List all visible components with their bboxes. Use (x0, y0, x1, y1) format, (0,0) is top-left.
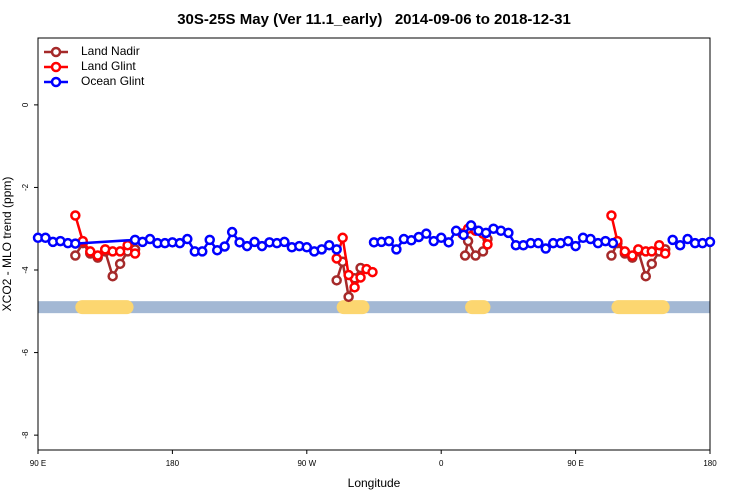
chart-title: 30S-25S May (Ver 11.1_early) 2014-09-06 … (177, 11, 571, 28)
series-point (129, 248, 141, 259)
series-point (383, 235, 395, 247)
legend-marker (50, 76, 62, 88)
series-point (450, 225, 462, 237)
series-point (331, 244, 342, 255)
series-point (197, 246, 208, 257)
series-point (533, 237, 544, 249)
series-point (646, 246, 658, 257)
series-point (477, 246, 489, 257)
series-point (682, 233, 693, 245)
series-point (204, 234, 215, 246)
y-axis-label: XCO2 - MLO trend (ppm) (0, 177, 14, 312)
y-tick-label: -2 (21, 183, 30, 191)
series-point (92, 250, 103, 261)
legend-label: Ocean Glint (81, 74, 145, 88)
series-point (367, 266, 378, 278)
series-point (323, 239, 335, 251)
series-point (122, 239, 133, 251)
land-band (75, 300, 134, 315)
series-point (421, 228, 432, 239)
y-tick-label: -6 (21, 348, 30, 356)
x-axis-label: Longitude (348, 476, 401, 490)
ocean-band (38, 301, 710, 314)
series-point (349, 282, 360, 293)
series-point (391, 244, 402, 255)
series-point (241, 240, 253, 252)
series-point (646, 258, 658, 270)
series-point (465, 220, 477, 231)
series-point (249, 236, 260, 248)
series-point (480, 227, 492, 239)
y-tick-label: -8 (21, 431, 30, 439)
y-tick-label: -4 (21, 266, 30, 274)
series-point (107, 270, 118, 282)
series-point (470, 250, 481, 261)
series-point (458, 229, 469, 241)
legend-label: Land Nadir (81, 44, 140, 58)
series-point (40, 232, 51, 244)
series-point (570, 240, 581, 252)
series-point (562, 235, 574, 247)
x-tick-label: 0 (439, 459, 444, 468)
series-point (443, 237, 454, 248)
series-point (144, 233, 156, 245)
series-point (540, 243, 551, 254)
series-point (343, 291, 354, 303)
series-point (279, 236, 290, 248)
series-point (174, 237, 186, 249)
series-point (659, 248, 671, 259)
series-point (459, 250, 471, 261)
series-point (355, 272, 366, 283)
series-point (606, 250, 617, 261)
series-point (585, 233, 596, 245)
series-point (640, 270, 652, 282)
series-point (114, 246, 126, 257)
series-point (482, 239, 493, 250)
series-point (337, 232, 348, 244)
series-point (182, 233, 193, 245)
x-tick-label: 90 E (30, 459, 46, 468)
legend-label: Land Glint (81, 59, 136, 73)
series-point (85, 246, 96, 257)
series-point (674, 239, 686, 251)
x-tick-label: 90 W (297, 459, 316, 468)
series-point (343, 269, 354, 281)
series-point (70, 250, 81, 261)
series-point (653, 239, 665, 251)
x-tick-label: 90 E (567, 459, 583, 468)
series-point (503, 227, 514, 239)
series-point (331, 253, 342, 264)
series-point (331, 275, 342, 286)
land-band (336, 300, 370, 315)
legend-marker (50, 61, 62, 73)
series-point (70, 210, 81, 221)
series-point (607, 237, 619, 249)
x-tick-label: 180 (166, 459, 180, 468)
legend-marker (50, 46, 62, 58)
series-point (226, 226, 238, 238)
land-band (611, 300, 670, 315)
series-point (606, 210, 617, 221)
series-point (619, 246, 631, 257)
series-point (70, 238, 81, 249)
series-point (219, 241, 230, 252)
series-point (435, 232, 447, 244)
series-point (316, 244, 327, 255)
series-point (301, 242, 313, 253)
series-point (704, 236, 716, 248)
series-point (667, 234, 678, 246)
y-tick-label: 0 (21, 102, 30, 107)
x-tick-label: 180 (703, 459, 717, 468)
series-point (114, 258, 126, 270)
series-point (627, 250, 638, 261)
land-band (465, 300, 491, 315)
